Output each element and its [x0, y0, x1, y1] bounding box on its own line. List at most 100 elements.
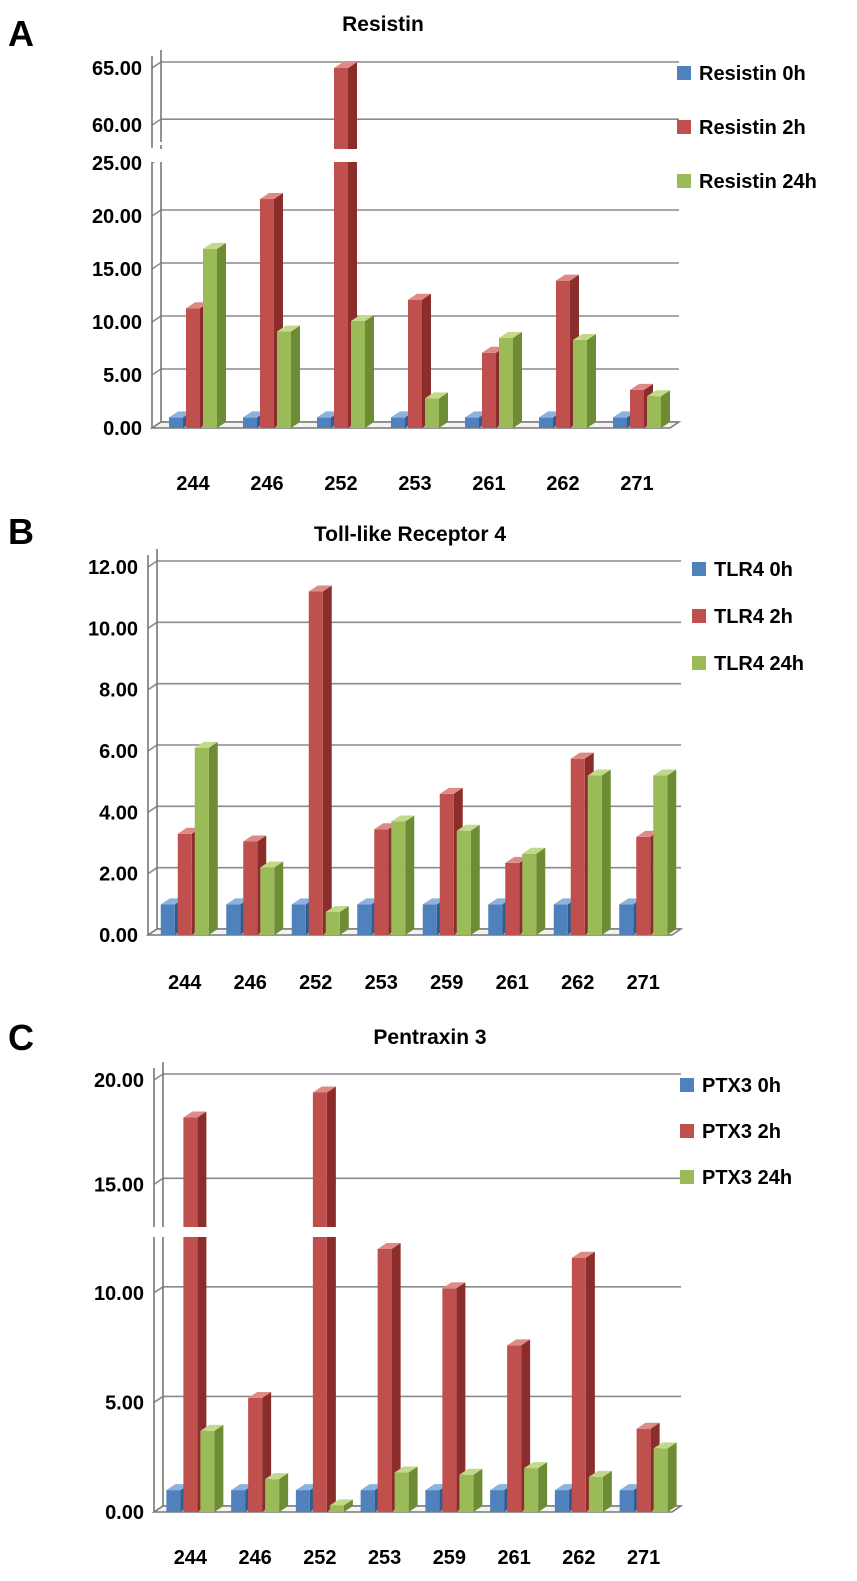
- bar-front: [329, 1505, 344, 1512]
- y-tick-label: 15.00: [94, 1174, 144, 1196]
- y-tick-label: 5.00: [105, 1392, 144, 1414]
- bar-side: [661, 390, 670, 428]
- bar-side: [473, 1468, 483, 1512]
- gridline: [153, 1177, 681, 1185]
- bar-front: [465, 417, 479, 428]
- bar-top: [243, 835, 267, 842]
- bar-top: [334, 62, 357, 68]
- x-tick-label: 271: [627, 1547, 660, 1569]
- gridline: [151, 61, 679, 69]
- gridline: [147, 560, 681, 568]
- bar-front: [334, 68, 348, 428]
- x-tick-labels-c: 244 246 252 253 259 261 262 271: [174, 1547, 661, 1569]
- y-tick-label: 0.00: [103, 418, 142, 440]
- bar-side: [326, 1086, 336, 1512]
- chart-title-ptx3: Pentraxin 3: [373, 1026, 486, 1049]
- bar: [653, 769, 677, 935]
- bar-front: [277, 331, 291, 428]
- bar-top: [203, 242, 226, 249]
- bar-front: [351, 320, 365, 428]
- bar-front: [539, 417, 553, 428]
- bars-b: [160, 585, 677, 935]
- legend-swatch: [692, 562, 706, 576]
- bar-top: [183, 1111, 207, 1118]
- chart-title-tlr4: Toll-like Receptor 4: [314, 523, 506, 546]
- bar-front: [587, 775, 602, 935]
- bar-side: [470, 824, 480, 935]
- bar-front: [570, 758, 585, 935]
- x-tick-label: 262: [561, 972, 594, 994]
- bar-front: [360, 1490, 375, 1512]
- x-tick-label: 244: [168, 972, 202, 994]
- chart-title-resistin: Resistin: [342, 13, 424, 36]
- legend-label: PTX3 2h: [702, 1121, 781, 1143]
- y-tick-label: 12.00: [88, 557, 138, 579]
- bar-side: [391, 1242, 401, 1512]
- y-tick-label: 0.00: [99, 925, 138, 947]
- bar-front: [260, 199, 274, 428]
- legend-swatch: [677, 174, 691, 188]
- bar-front: [647, 396, 661, 428]
- bar: [308, 585, 332, 935]
- bar: [351, 314, 374, 428]
- bar-front: [588, 1476, 603, 1512]
- gridline: [147, 621, 681, 629]
- x-tick-label: 261: [472, 473, 505, 495]
- bar-top: [394, 1466, 418, 1473]
- bar-top: [260, 861, 284, 868]
- bar-front: [169, 417, 183, 428]
- y-tick-label: 20.00: [94, 1070, 144, 1092]
- y-tick-label: 10.00: [94, 1283, 144, 1305]
- bar-front: [325, 912, 340, 935]
- legend-b: TLR4 0h TLR4 2h TLR4 24h: [692, 559, 804, 675]
- bar-top: [260, 193, 283, 200]
- x-tick-label: 259: [433, 1547, 466, 1569]
- legend-label: Resistin 0h: [699, 63, 806, 85]
- bar-front: [391, 821, 406, 935]
- bar-front: [200, 1430, 215, 1512]
- bar-top: [587, 769, 611, 776]
- bar-side: [343, 1499, 353, 1512]
- legend-swatch: [692, 609, 706, 623]
- bar-front: [425, 1490, 440, 1512]
- bar: [647, 390, 670, 428]
- bar-front: [377, 1248, 392, 1512]
- bar-side: [536, 847, 546, 935]
- bar-top: [194, 741, 218, 748]
- bar: [456, 824, 480, 935]
- bars-c: [152, 1086, 685, 1512]
- x-tick-label: 252: [299, 972, 332, 994]
- bar-side: [214, 1424, 224, 1512]
- legend-label: TLR4 2h: [714, 606, 793, 628]
- bar-top: [571, 1251, 595, 1258]
- bar: [391, 815, 415, 935]
- bar-top: [312, 1086, 336, 1093]
- bar: [571, 1251, 595, 1512]
- bar-front: [653, 775, 668, 935]
- y-tick-label: 2.00: [99, 864, 138, 886]
- bar-front: [265, 1479, 280, 1512]
- y-tick-label: 6.00: [99, 741, 138, 763]
- bar-side: [217, 242, 226, 428]
- bar-top: [556, 274, 579, 281]
- bar-front: [422, 904, 437, 935]
- legend-label: TLR4 24h: [714, 653, 804, 675]
- y-tick-label: 65.00: [92, 58, 142, 80]
- gridline: [151, 118, 679, 126]
- bar-top: [522, 847, 546, 854]
- bar-front: [243, 841, 258, 935]
- panel-c-ptx3: C Pentraxin 3 0.00 5.00 10.00 15.00 20.00 24…: [8, 1017, 792, 1569]
- x-tick-labels-a: 244 246 252 253 261 262 271: [176, 473, 653, 495]
- bar-top: [265, 1473, 289, 1480]
- bar: [183, 1111, 207, 1512]
- y-tick-label: 5.00: [103, 365, 142, 387]
- legend-swatch: [680, 1078, 694, 1092]
- bar-top: [499, 331, 522, 338]
- bar: [260, 861, 284, 935]
- y-tick-labels-a: 0.00 5.00 10.00 15.00 20.00 25.00 60.00 65.00: [92, 58, 142, 440]
- bar-top: [573, 334, 596, 341]
- gridlines-c: [151, 1062, 684, 1513]
- panel-label-a: A: [8, 13, 34, 54]
- bar: [265, 1473, 289, 1512]
